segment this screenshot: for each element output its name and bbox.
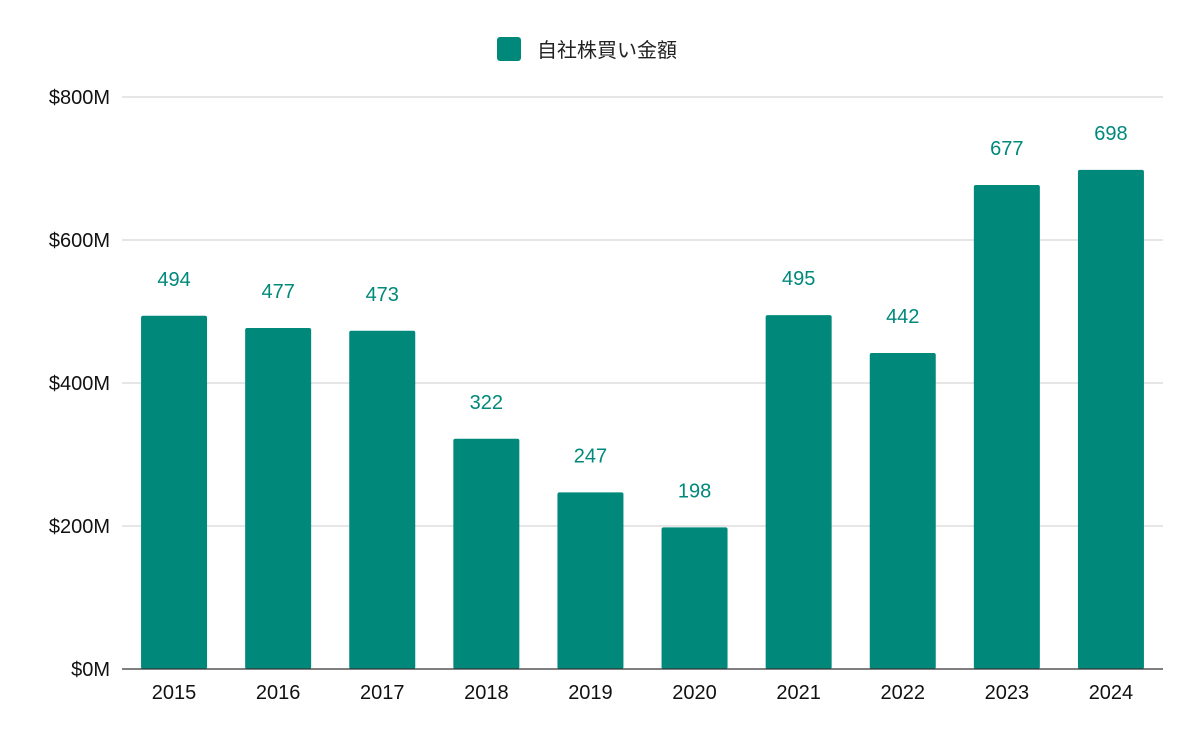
bar-2016 bbox=[245, 327, 312, 669]
y-tick-label: $800M bbox=[49, 87, 110, 109]
x-tick-label: 2016 bbox=[256, 682, 301, 704]
y-tick-label: $400M bbox=[49, 373, 110, 395]
bar-2024 bbox=[1077, 169, 1144, 669]
bar-2015 bbox=[141, 315, 208, 669]
data-label-2023: 677 bbox=[990, 138, 1023, 160]
y-tick-label: $0M bbox=[71, 659, 110, 681]
data-label-2018: 322 bbox=[470, 392, 503, 414]
bar-2023 bbox=[973, 184, 1040, 669]
bar-2020 bbox=[661, 527, 728, 669]
x-tick-label: 2022 bbox=[881, 682, 926, 704]
data-label-2015: 494 bbox=[157, 269, 190, 291]
x-tick-label: 2017 bbox=[360, 682, 405, 704]
legend: 自社株買い金額 bbox=[497, 37, 677, 62]
x-tick-label: 2015 bbox=[152, 682, 197, 704]
bar-2021 bbox=[765, 315, 832, 669]
data-label-2024: 698 bbox=[1094, 123, 1127, 145]
bar-2017 bbox=[349, 330, 416, 669]
y-tick-label: $600M bbox=[49, 230, 110, 252]
data-label-2021: 495 bbox=[782, 268, 815, 290]
x-axis: 2015 2016 2017 2018 2019 2020 2021 2022 2023 2024 bbox=[122, 668, 1163, 704]
bar-2022 bbox=[869, 352, 936, 669]
data-label-2019: 247 bbox=[574, 445, 607, 467]
bar-2018 bbox=[453, 438, 520, 669]
data-label-2017: 473 bbox=[366, 284, 399, 306]
y-axis: $0M $200M $400M $600M $800M bbox=[49, 87, 110, 681]
x-tick-label: 2023 bbox=[985, 682, 1030, 704]
x-tick-label: 2018 bbox=[464, 682, 509, 704]
bars bbox=[141, 169, 1144, 669]
legend-label: 自社株買い金額 bbox=[537, 38, 677, 62]
data-label-2020: 198 bbox=[678, 480, 711, 502]
x-tick-label: 2019 bbox=[568, 682, 613, 704]
x-tick-label: 2021 bbox=[776, 682, 821, 704]
data-labels: 494 477 473 322 247 198 495 442 677 698 bbox=[157, 123, 1127, 503]
legend-swatch bbox=[497, 37, 521, 61]
data-label-2016: 477 bbox=[261, 281, 294, 303]
bar-2019 bbox=[557, 492, 624, 669]
y-tick-label: $200M bbox=[49, 516, 110, 538]
data-label-2022: 442 bbox=[886, 306, 919, 328]
x-tick-label: 2024 bbox=[1089, 682, 1134, 704]
x-tick-label: 2020 bbox=[672, 682, 717, 704]
